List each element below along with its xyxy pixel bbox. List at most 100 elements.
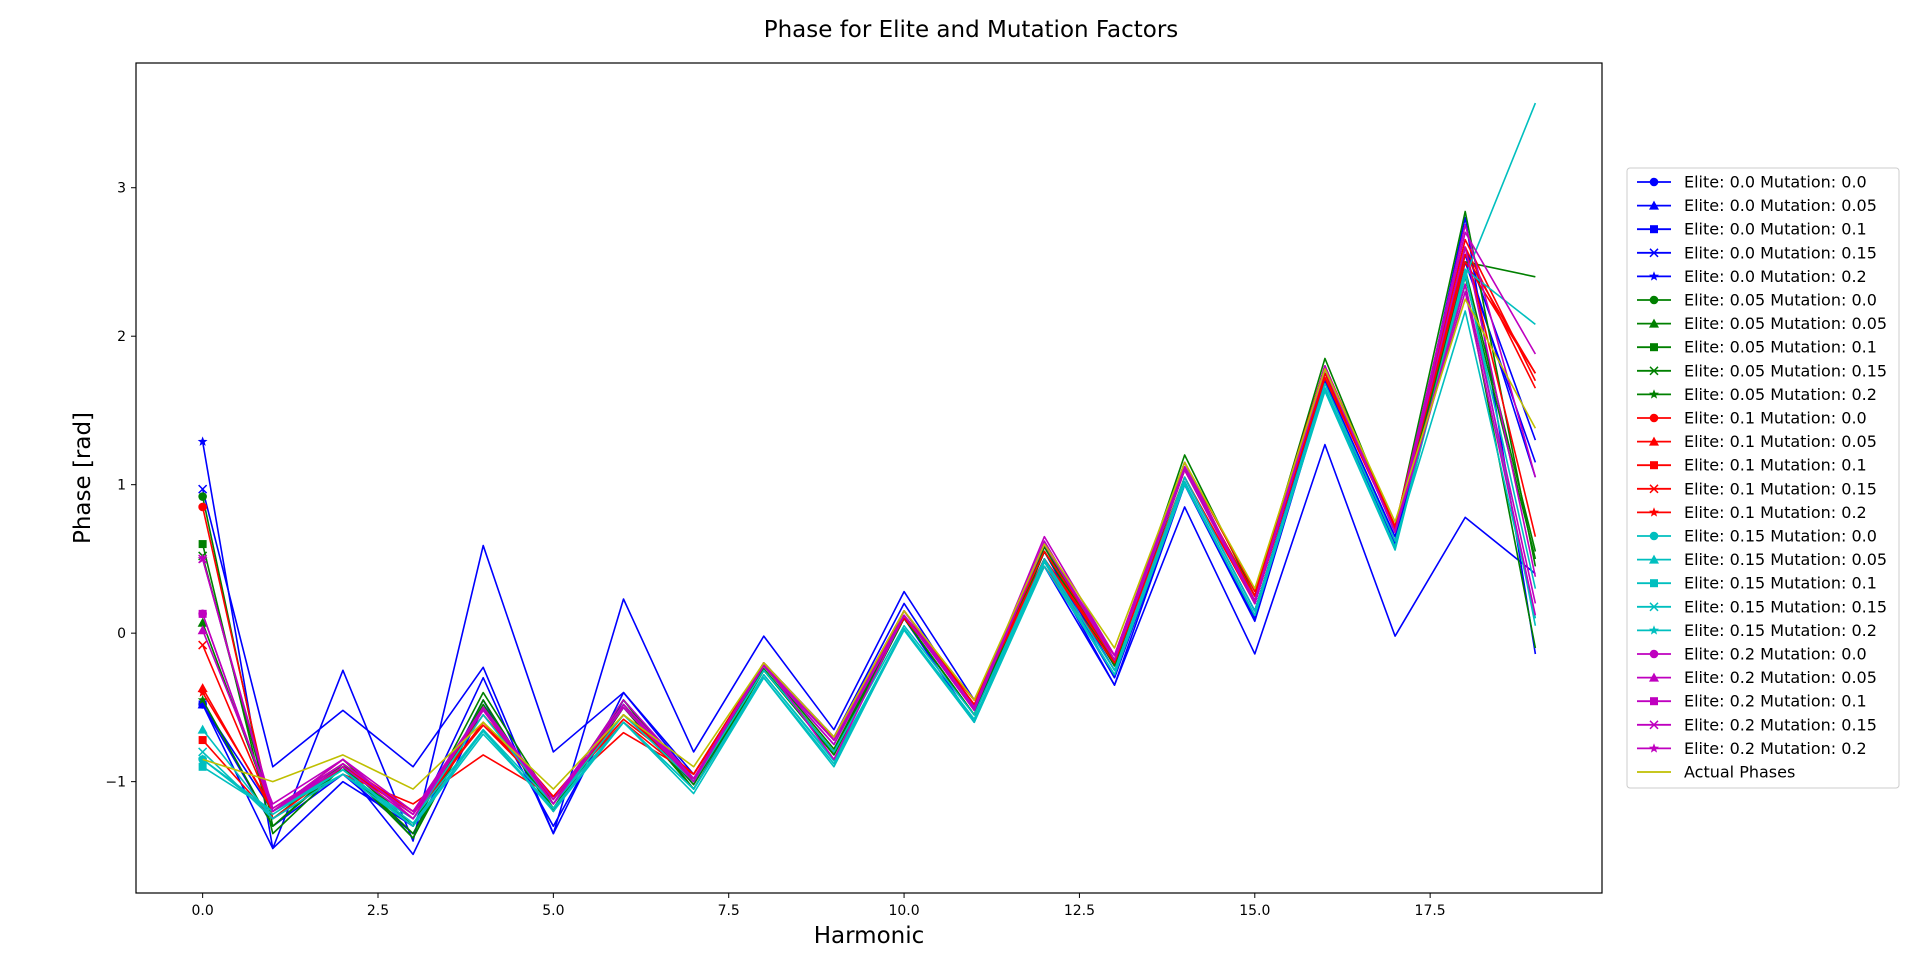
x-axis-ticks: 0.0 2.5 5.0 7.5 10.0 12.5 15.0 17.5 — [192, 893, 1446, 919]
legend-label: Elite: 0.15 Mutation: 0.05 — [1684, 550, 1887, 569]
series-marker — [198, 700, 207, 709]
legend-label: Elite: 0.15 Mutation: 0.1 — [1684, 574, 1877, 593]
legend-item: Elite: 0.2 Mutation: 0.0 — [1637, 645, 1867, 664]
legend-item: Elite: 0.1 Mutation: 0.2 — [1637, 503, 1867, 522]
series-marker — [197, 436, 208, 446]
legend-label: Elite: 0.2 Mutation: 0.2 — [1684, 739, 1867, 758]
legend-label: Elite: 0.05 Mutation: 0.2 — [1684, 385, 1877, 404]
y-axis-ticks: −1 0 1 2 3 — [105, 181, 136, 791]
series-marker — [197, 625, 208, 635]
series-marker — [197, 724, 208, 734]
legend-marker — [1650, 579, 1658, 588]
legend-label: Elite: 0.05 Mutation: 0.0 — [1684, 291, 1877, 310]
legend-label: Elite: 0.1 Mutation: 0.0 — [1684, 409, 1867, 428]
series-3 — [198, 443, 1536, 835]
legend-marker — [1649, 743, 1659, 753]
y-tick-label: 2 — [117, 329, 126, 345]
y-tick-label: 0 — [117, 626, 126, 642]
x-tick-label: 5.0 — [542, 903, 564, 919]
legend-label: Elite: 0.2 Mutation: 0.15 — [1684, 715, 1877, 734]
series-marker — [197, 617, 208, 627]
legend-item: Elite: 0.05 Mutation: 0.15 — [1637, 361, 1887, 380]
legend-item: Elite: 0.0 Mutation: 0.15 — [1637, 243, 1877, 262]
series-marker — [197, 694, 208, 705]
legend-label: Elite: 0.1 Mutation: 0.2 — [1684, 503, 1867, 522]
legend-marker — [1649, 177, 1659, 187]
legend-item: Elite: 0.0 Mutation: 0.0 — [1637, 173, 1867, 192]
legend-marker — [1649, 295, 1659, 305]
legend-item: Elite: 0.2 Mutation: 0.1 — [1637, 692, 1867, 711]
y-tick-label: 3 — [117, 181, 126, 197]
series-marker — [198, 747, 208, 757]
y-tick-label: −1 — [105, 775, 126, 791]
legend-marker — [1650, 461, 1658, 470]
legend-marker — [1649, 531, 1659, 541]
legend-item: Elite: 0.15 Mutation: 0.1 — [1637, 574, 1877, 593]
legend-item: Elite: 0.15 Mutation: 0.2 — [1637, 621, 1877, 640]
series-marker — [198, 492, 207, 501]
legend-label: Elite: 0.15 Mutation: 0.2 — [1684, 621, 1877, 640]
x-tick-label: 10.0 — [888, 903, 919, 919]
legend-label: Elite: 0.0 Mutation: 0.1 — [1684, 220, 1867, 239]
legend-label: Elite: 0.1 Mutation: 0.1 — [1684, 456, 1867, 475]
legend-label: Elite: 0.0 Mutation: 0.0 — [1684, 173, 1867, 192]
legend-item: Elite: 0.05 Mutation: 0.1 — [1637, 338, 1877, 357]
chart-title: Phase for Elite and Mutation Factors — [764, 17, 1179, 43]
x-tick-label: 2.5 — [367, 903, 389, 919]
series-marker — [198, 640, 208, 650]
legend-item: Elite: 0.2 Mutation: 0.05 — [1637, 668, 1877, 687]
x-tick-label: 15.0 — [1239, 903, 1270, 919]
legend-marker — [1649, 436, 1659, 446]
x-tick-label: 0.0 — [192, 903, 214, 919]
legend-label: Elite: 0.15 Mutation: 0.15 — [1684, 597, 1887, 616]
series-marker — [197, 754, 208, 764]
legend-label: Elite: 0.2 Mutation: 0.0 — [1684, 645, 1867, 664]
legend-item: Elite: 0.05 Mutation: 0.0 — [1637, 291, 1877, 310]
legend: Elite: 0.0 Mutation: 0.0 Elite: 0.0 Mutat… — [1626, 167, 1900, 789]
series-line — [201, 443, 1536, 835]
legend-marker — [1649, 507, 1659, 517]
y-axis-label: Phase [rad] — [70, 412, 96, 544]
legend-item: Elite: 0.05 Mutation: 0.05 — [1637, 314, 1887, 333]
legend-item: Elite: 0.15 Mutation: 0.15 — [1637, 597, 1887, 616]
legend-marker — [1649, 625, 1659, 635]
legend-label: Elite: 0.2 Mutation: 0.05 — [1684, 668, 1877, 687]
series-lines — [197, 102, 1537, 856]
legend-marker — [1649, 602, 1659, 612]
series-19 — [197, 273, 1537, 825]
legend-label: Elite: 0.05 Mutation: 0.1 — [1684, 338, 1877, 357]
legend-label: Elite: 0.0 Mutation: 0.15 — [1684, 243, 1877, 262]
plot-frame — [135, 62, 1603, 894]
legend-marker — [1649, 649, 1659, 659]
x-tick-label: 12.5 — [1064, 903, 1095, 919]
legend-marker — [1649, 271, 1659, 281]
legend-label: Elite: 0.05 Mutation: 0.05 — [1684, 314, 1887, 333]
legend-label: Actual Phases — [1684, 763, 1795, 782]
x-tick-label: 17.5 — [1415, 903, 1446, 919]
legend-label: Elite: 0.0 Mutation: 0.2 — [1684, 267, 1867, 286]
legend-item: Elite: 0.15 Mutation: 0.05 — [1637, 550, 1887, 569]
legend-marker — [1649, 672, 1659, 682]
legend-marker — [1650, 225, 1658, 234]
legend-marker — [1649, 484, 1659, 494]
legend-item: Elite: 0.1 Mutation: 0.15 — [1637, 479, 1877, 498]
series-marker — [197, 687, 208, 697]
legend-marker — [1649, 389, 1659, 399]
legend-item: Elite: 0.2 Mutation: 0.15 — [1637, 715, 1877, 734]
legend-marker — [1649, 318, 1659, 328]
x-axis-label: Harmonic — [814, 923, 925, 949]
legend-item: Elite: 0.1 Mutation: 0.05 — [1637, 432, 1877, 451]
legend-label: Elite: 0.15 Mutation: 0.0 — [1684, 527, 1877, 546]
legend-marker — [1649, 366, 1659, 376]
legend-label: Elite: 0.05 Mutation: 0.15 — [1684, 361, 1887, 380]
y-tick-label: 1 — [117, 478, 126, 494]
legend-marker — [1650, 343, 1658, 352]
legend-item: Actual Phases — [1637, 763, 1795, 782]
series-line — [202, 298, 1537, 790]
legend-item: Elite: 0.0 Mutation: 0.1 — [1637, 220, 1867, 239]
series-marker — [198, 762, 207, 771]
legend-item: Elite: 0.1 Mutation: 0.1 — [1637, 456, 1867, 475]
series-marker — [198, 502, 207, 512]
